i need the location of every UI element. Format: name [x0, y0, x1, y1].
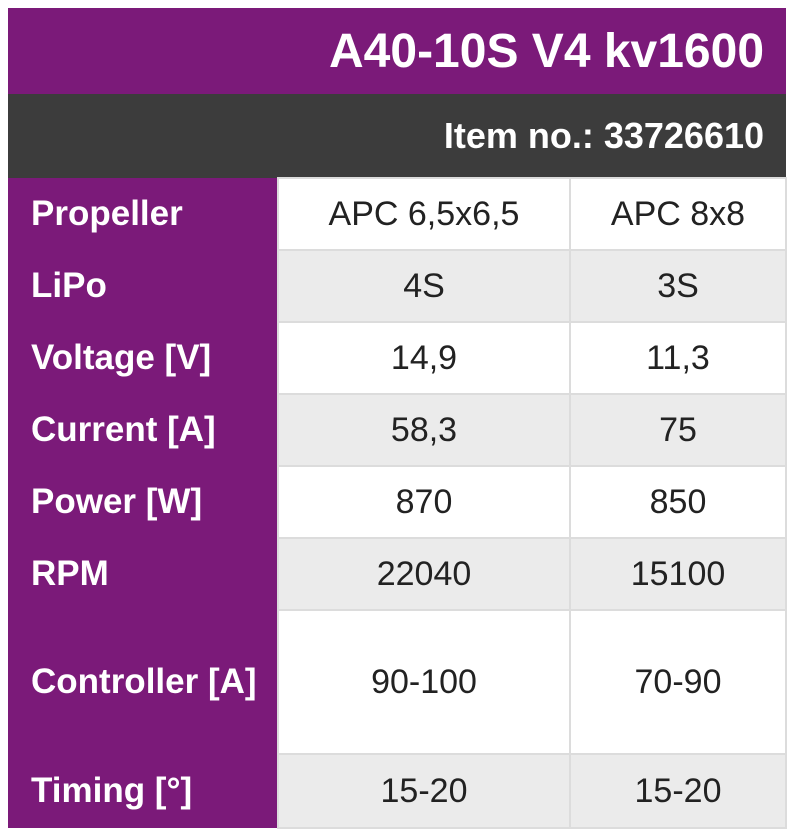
row-label: Timing [°] [8, 754, 278, 828]
table-cell: 75 [568, 393, 788, 467]
row-label: Power [W] [8, 466, 278, 538]
table-cell: APC 6,5x6,5 [277, 177, 571, 251]
row-label: LiPo [8, 250, 278, 322]
table-cell: 15100 [568, 537, 788, 611]
row-label: Current [A] [8, 394, 278, 466]
table-row: RPM 22040 15100 [8, 537, 788, 611]
table-cell: 3S [568, 249, 788, 323]
table-cell: 15-20 [277, 753, 571, 829]
table-cell: 11,3 [568, 321, 788, 395]
table-row: LiPo 4S 3S [8, 249, 788, 323]
table-row: Power [W] 870 850 [8, 465, 788, 539]
table-cell: 22040 [277, 537, 571, 611]
table-cell: 15-20 [568, 753, 788, 829]
table-cell: 58,3 [277, 393, 571, 467]
table-cell: 90-100 [277, 609, 571, 755]
table-cell: 14,9 [277, 321, 571, 395]
table-cell: APC 8x8 [568, 177, 788, 251]
row-label: RPM [8, 538, 278, 610]
table-row: Controller [A] 90-100 70-90 [8, 609, 788, 755]
table-cell: 850 [568, 465, 788, 539]
row-label: Controller [A] [8, 610, 278, 754]
table-cell: 70-90 [568, 609, 788, 755]
row-label: Propeller [8, 178, 278, 250]
table-cell: 870 [277, 465, 571, 539]
table-row: Current [A] 58,3 75 [8, 393, 788, 467]
table-cell: 4S [277, 249, 571, 323]
title-row: A40-10S V4 kv1600 [8, 8, 787, 94]
row-label: Voltage [V] [8, 322, 278, 394]
spec-table: A40-10S V4 kv1600 Item no.: 33726610 Pro… [8, 8, 788, 829]
table-row: Timing [°] 15-20 15-20 [8, 753, 788, 829]
item-number-row: Item no.: 33726610 [8, 94, 787, 178]
table-row: Propeller APC 6,5x6,5 APC 8x8 [8, 177, 788, 251]
table-row: Voltage [V] 14,9 11,3 [8, 321, 788, 395]
product-title: A40-10S V4 kv1600 [8, 8, 787, 94]
item-number: Item no.: 33726610 [8, 94, 787, 178]
